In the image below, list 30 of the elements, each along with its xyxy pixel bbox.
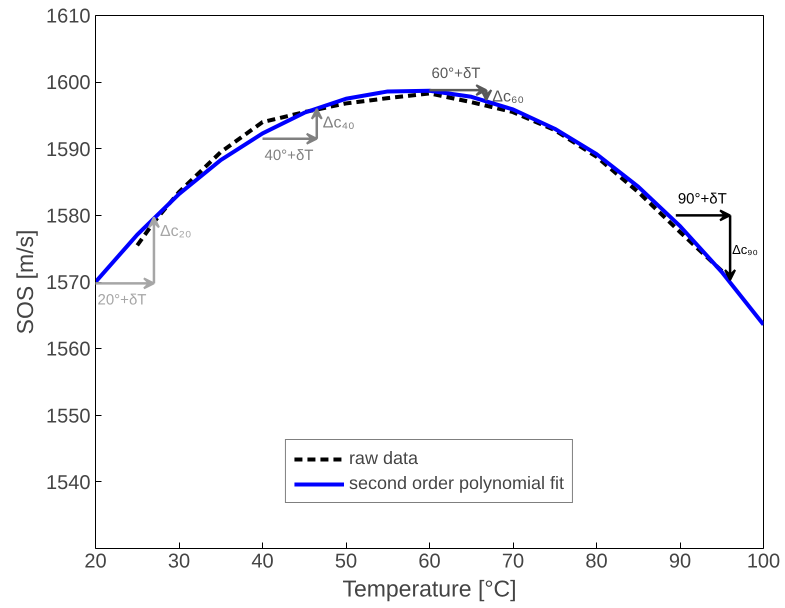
legend-label: second order polynomial fit [348,473,564,494]
y-tick-label: 1610 [46,6,91,28]
annotation: Δc₄₀ [322,114,355,132]
annotation: Δc₂₀ [160,222,192,240]
y-tick-label: 1600 [46,72,91,94]
x-tick-label: 70 [502,550,524,572]
y-axis-title: SOS [m/s] [12,230,38,334]
x-tick-label: 100 [746,550,780,572]
y-tick-label: 1590 [46,138,91,161]
y-tick-label: 1580 [46,205,91,228]
y-tick-label: 1550 [46,405,91,428]
y-tick-label: 1540 [46,472,91,494]
x-tick-label: 20 [84,550,107,572]
line-series [96,88,764,327]
annotation: 20°+δT [98,291,146,308]
y-tick-label: 1570 [46,272,91,294]
x-tick-label: 50 [334,550,358,572]
annotation: 60°+δT [432,65,480,82]
x-tick-label: 60 [418,550,441,572]
x-tick-label: 80 [585,550,608,572]
x-axis-title: Temperature [°C] [342,576,517,602]
x-tick-label: 90 [668,550,692,572]
x-tick-label: 30 [168,550,190,572]
annotation: Δc₆₀ [492,88,524,106]
legend-label: raw data [348,448,418,469]
annotation: 90°+δT [678,190,727,208]
x-tick-label: 40 [251,550,274,572]
y-tick-label: 1560 [46,338,91,361]
annotation: 40°+δT [264,146,314,164]
annotation: Δc₉₀ [732,242,758,258]
